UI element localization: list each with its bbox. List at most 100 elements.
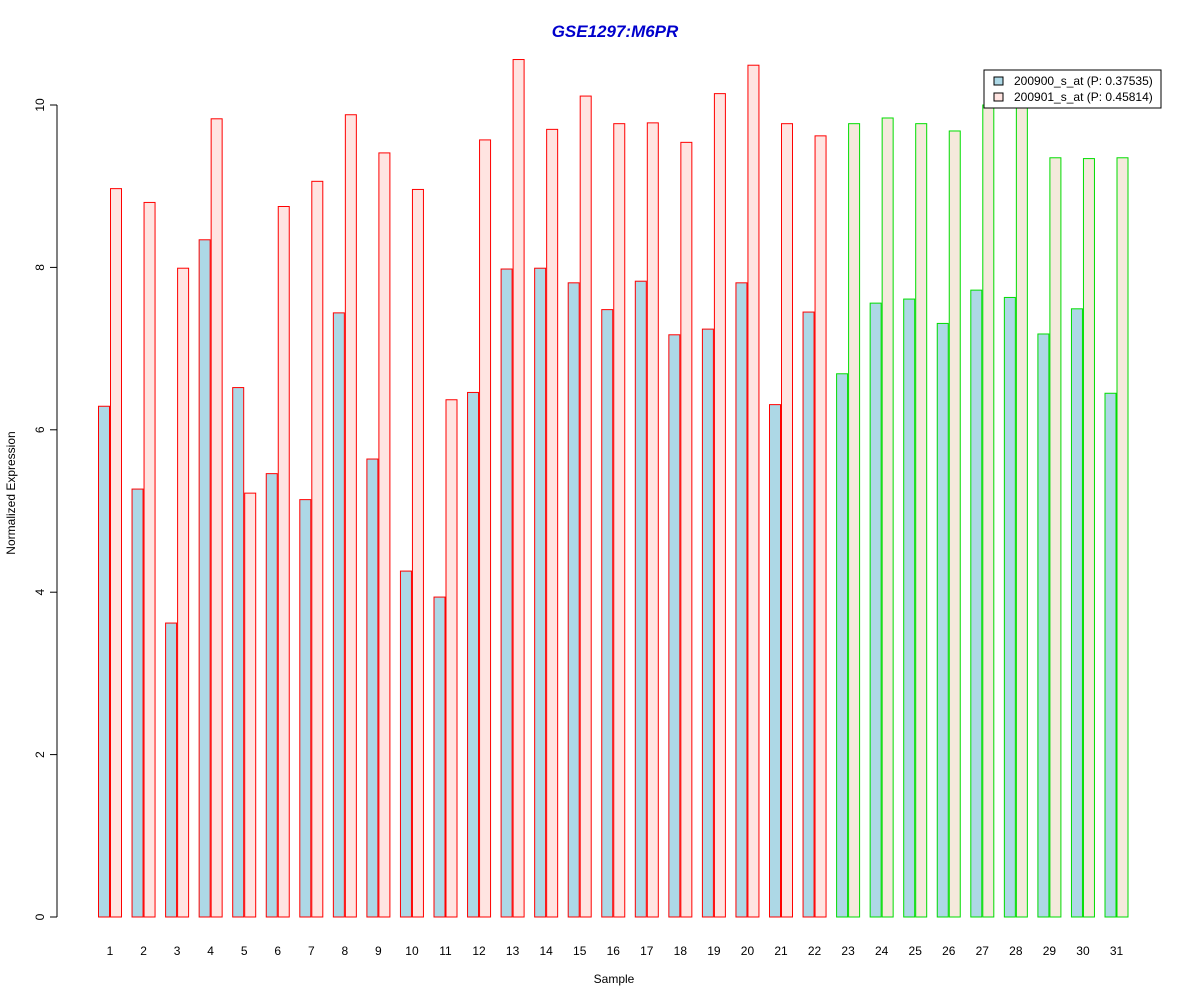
- legend-swatch: [993, 76, 1004, 86]
- bar-series1-sample-12: [467, 391, 480, 918]
- bar-series2-sample-9: [378, 152, 391, 918]
- x-tick-label: 16: [607, 944, 621, 958]
- bar-series1-sample-19: [701, 328, 714, 918]
- x-tick-label: 27: [976, 944, 990, 958]
- bar-series1-sample-23: [836, 373, 849, 918]
- bar-series1-sample-7: [299, 499, 312, 918]
- bar-series1-sample-1: [98, 405, 110, 918]
- bar-series2-sample-31: [1116, 157, 1129, 918]
- y-tick-label: 4: [33, 589, 47, 596]
- bar-series1-sample-25: [903, 298, 916, 918]
- bar-series1-sample-13: [500, 268, 513, 918]
- x-tick-label: 12: [472, 944, 486, 958]
- bar-series2-sample-3: [177, 267, 190, 918]
- bar-series2-sample-21: [781, 123, 793, 918]
- bar-series2-sample-11: [445, 399, 458, 918]
- bar-series2-sample-18: [680, 141, 693, 918]
- y-tick-label: 6: [33, 426, 47, 433]
- x-axis: 1 2 3 4 5 6 7 8 9 10 11 12 13 14 15 16 17 18 19 20 21 22 23 24 2…: [107, 944, 1124, 958]
- bar-series1-sample-17: [634, 280, 647, 918]
- bar-series2-sample-12: [479, 139, 492, 918]
- bar-series2-sample-27: [982, 104, 995, 918]
- bar-series2-sample-26: [948, 130, 961, 918]
- bar-series1-sample-6: [265, 473, 278, 918]
- bar-series2-sample-4: [210, 118, 223, 918]
- x-tick-label: 13: [506, 944, 520, 958]
- bar-series2-sample-23: [848, 123, 861, 918]
- x-tick-label: 29: [1043, 944, 1057, 958]
- bar-series1-sample-16: [601, 309, 614, 918]
- x-tick-label: 15: [573, 944, 587, 958]
- bar-series1-sample-28: [1003, 296, 1016, 918]
- x-tick-label: 7: [308, 944, 315, 958]
- bar-series2-sample-20: [747, 64, 760, 918]
- bar-series2-sample-16: [613, 123, 626, 918]
- y-tick-label: 0: [33, 913, 47, 920]
- x-tick-label: 22: [808, 944, 822, 958]
- bar-series1-sample-27: [970, 289, 983, 918]
- bar-series1-sample-2: [131, 488, 144, 918]
- x-tick-label: 10: [405, 944, 419, 958]
- bar-series1-sample-10: [399, 570, 412, 918]
- x-tick-label: 9: [375, 944, 382, 958]
- bar-series2-sample-8: [344, 114, 357, 918]
- x-tick-label: 5: [241, 944, 248, 958]
- chart-title: GSE1297:M6PR: [552, 22, 679, 41]
- bar-series1-sample-31: [1104, 392, 1117, 918]
- bar-series2-sample-10: [411, 188, 424, 918]
- bar-series2-sample-15: [579, 95, 592, 918]
- x-tick-label: 30: [1076, 944, 1090, 958]
- bar-series1-sample-26: [936, 322, 949, 918]
- bar-series2-sample-7: [311, 180, 324, 918]
- bar-series2-sample-13: [512, 59, 525, 918]
- legend-label: 200901_s_at (P: 0.45814): [1014, 90, 1153, 104]
- bar-series1-sample-24: [869, 302, 882, 918]
- x-tick-label: 2: [140, 944, 147, 958]
- x-tick-label: 19: [707, 944, 721, 958]
- x-tick-label: 26: [942, 944, 956, 958]
- bar-series2-sample-22: [814, 135, 827, 918]
- y-tick-label: 10: [33, 98, 47, 112]
- bar-series1-sample-22: [802, 311, 815, 918]
- bar-series1-sample-29: [1037, 333, 1050, 918]
- y-axis-label: Normalized Expression: [4, 431, 18, 554]
- legend-label: 200900_s_at (P: 0.37535): [1014, 74, 1153, 88]
- bar-series1-sample-8: [332, 312, 345, 918]
- y-axis: 0 2 4 6 8 10: [33, 98, 58, 920]
- bar-series2-sample-29: [1049, 157, 1062, 918]
- bar-series1-sample-30: [1070, 308, 1083, 918]
- x-tick-label: 24: [875, 944, 889, 958]
- legend-swatch: [993, 92, 1004, 102]
- x-tick-label: 28: [1009, 944, 1023, 958]
- bar-series2-sample-5: [244, 492, 257, 918]
- x-tick-label: 20: [741, 944, 755, 958]
- bar-series1-sample-3: [165, 622, 178, 918]
- bar-series1-sample-4: [198, 239, 211, 918]
- x-tick-label: 23: [841, 944, 855, 958]
- x-tick-label: 14: [539, 944, 553, 958]
- x-tick-label: 25: [909, 944, 923, 958]
- bar-series2-sample-25: [915, 123, 928, 918]
- y-tick-label: 8: [33, 264, 47, 271]
- bar-series2-sample-30: [1082, 158, 1095, 918]
- x-tick-label: 18: [674, 944, 688, 958]
- bar-series2-sample-2: [143, 201, 156, 918]
- bar-series2-sample-1: [110, 188, 122, 918]
- x-tick-label: 31: [1110, 944, 1124, 958]
- x-tick-label: 21: [774, 944, 788, 958]
- x-tick-label: 6: [274, 944, 281, 958]
- x-tick-label: 11: [439, 944, 452, 958]
- legend-box: [983, 69, 1162, 109]
- bar-series1-sample-18: [668, 334, 681, 918]
- x-tick-label: 8: [342, 944, 349, 958]
- bar-series2-sample-17: [646, 122, 659, 918]
- x-tick-label: 1: [107, 944, 114, 958]
- legend: 200900_s_at (P: 0.37535) 200901_s_at (P: …: [983, 69, 1162, 109]
- bar-series2-sample-24: [881, 117, 894, 918]
- x-tick-label: 3: [174, 944, 181, 958]
- bar-series1-sample-9: [366, 458, 379, 918]
- x-axis-label: Sample: [594, 972, 635, 986]
- bar-series2-sample-28: [1015, 104, 1028, 918]
- bar-series2-sample-14: [546, 128, 559, 918]
